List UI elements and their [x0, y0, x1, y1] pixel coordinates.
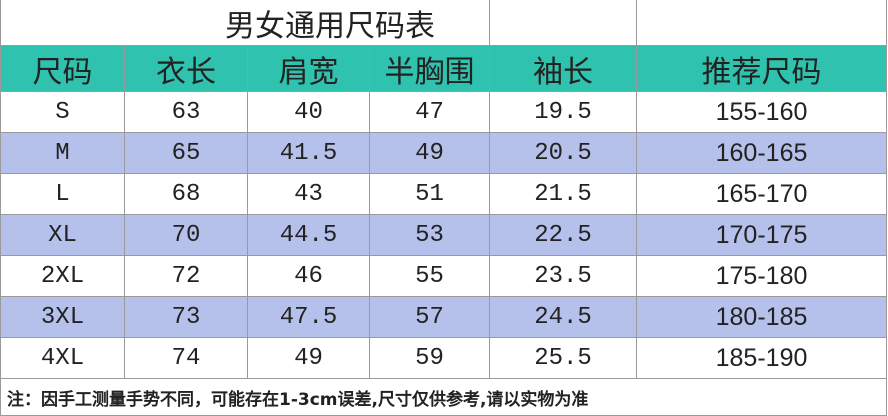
table-cell: 72: [125, 256, 248, 297]
table-cell: 21.5: [490, 174, 637, 215]
column-header: 衣长: [125, 46, 248, 92]
table-cell: 155-160: [637, 92, 887, 133]
table-cell: 68: [125, 174, 248, 215]
table-cell: 175-180: [637, 256, 887, 297]
table-cell: 55: [370, 256, 490, 297]
table-cell: 44.5: [248, 215, 370, 256]
table-cell: 57: [370, 297, 490, 338]
table-cell: 53: [370, 215, 490, 256]
blank-cell: [490, 0, 637, 46]
table-cell: 160-165: [637, 133, 887, 174]
table-cell: L: [0, 174, 125, 215]
table-cell: 70: [125, 215, 248, 256]
table-cell: 23.5: [490, 256, 637, 297]
table-cell: 43: [248, 174, 370, 215]
table-cell: 47: [370, 92, 490, 133]
footnote: 注：因手工测量手势不同，可能存在1-3cm误差,尺寸仅供参考,请以实物为准: [0, 379, 887, 416]
column-header: 半胸围: [370, 46, 490, 92]
table-cell: M: [0, 133, 125, 174]
table-cell: 170-175: [637, 215, 887, 256]
table-cell: 49: [370, 133, 490, 174]
table-cell: 3XL: [0, 297, 125, 338]
table-cell: 180-185: [637, 297, 887, 338]
table-cell: 41.5: [248, 133, 370, 174]
table-cell: 63: [125, 92, 248, 133]
table-cell: 185-190: [637, 338, 887, 379]
table-cell: 24.5: [490, 297, 637, 338]
table-cell: XL: [0, 215, 125, 256]
column-header: 袖长: [490, 46, 637, 92]
table-cell: 20.5: [490, 133, 637, 174]
table-cell: 47.5: [248, 297, 370, 338]
column-header: 肩宽: [248, 46, 370, 92]
table-cell: 49: [248, 338, 370, 379]
table-cell: S: [0, 92, 125, 133]
table-cell: 73: [125, 297, 248, 338]
column-header: 尺码: [0, 46, 125, 92]
table-cell: 74: [125, 338, 248, 379]
table-cell: 4XL: [0, 338, 125, 379]
table-cell: 22.5: [490, 215, 637, 256]
table-cell: 2XL: [0, 256, 125, 297]
table-cell: 40: [248, 92, 370, 133]
table-cell: 46: [248, 256, 370, 297]
table-cell: 65: [125, 133, 248, 174]
table-cell: 59: [370, 338, 490, 379]
column-header: 推荐尺码: [637, 46, 887, 92]
table-title: 男女通用尺码表: [0, 0, 490, 46]
blank-cell: [637, 0, 887, 46]
table-cell: 25.5: [490, 338, 637, 379]
table-cell: 19.5: [490, 92, 637, 133]
table-cell: 51: [370, 174, 490, 215]
table-cell: 165-170: [637, 174, 887, 215]
